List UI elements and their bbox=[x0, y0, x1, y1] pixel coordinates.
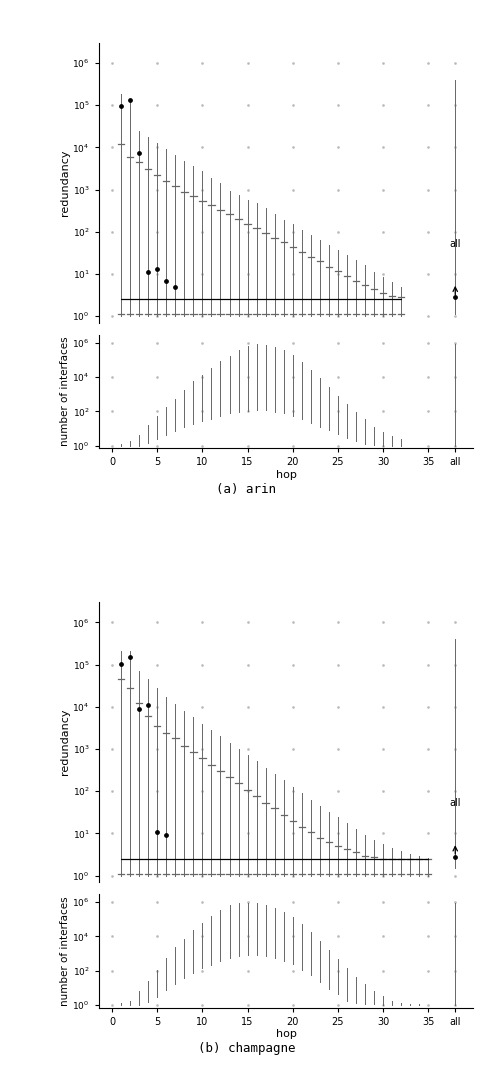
Text: all: all bbox=[450, 799, 461, 808]
Point bbox=[126, 92, 134, 109]
Text: (a) arin: (a) arin bbox=[216, 482, 277, 495]
Text: all: all bbox=[450, 239, 461, 249]
Point bbox=[162, 827, 170, 844]
Point bbox=[451, 288, 459, 306]
X-axis label: hop: hop bbox=[276, 1029, 296, 1040]
Point bbox=[153, 823, 161, 840]
Y-axis label: number of interfaces: number of interfaces bbox=[60, 337, 70, 446]
Text: (b) champagne: (b) champagne bbox=[198, 1042, 295, 1055]
Point bbox=[144, 264, 152, 281]
Point bbox=[153, 260, 161, 278]
Point bbox=[135, 700, 143, 717]
Point bbox=[162, 272, 170, 289]
Point bbox=[451, 848, 459, 865]
Y-axis label: number of interfaces: number of interfaces bbox=[60, 896, 70, 1006]
Y-axis label: redundancy: redundancy bbox=[60, 709, 70, 775]
Point bbox=[135, 144, 143, 161]
Point bbox=[172, 278, 179, 295]
Point bbox=[126, 649, 134, 666]
Y-axis label: redundancy: redundancy bbox=[60, 150, 70, 217]
Point bbox=[144, 697, 152, 714]
Point bbox=[117, 655, 125, 672]
X-axis label: hop: hop bbox=[276, 470, 296, 480]
Point bbox=[117, 98, 125, 115]
